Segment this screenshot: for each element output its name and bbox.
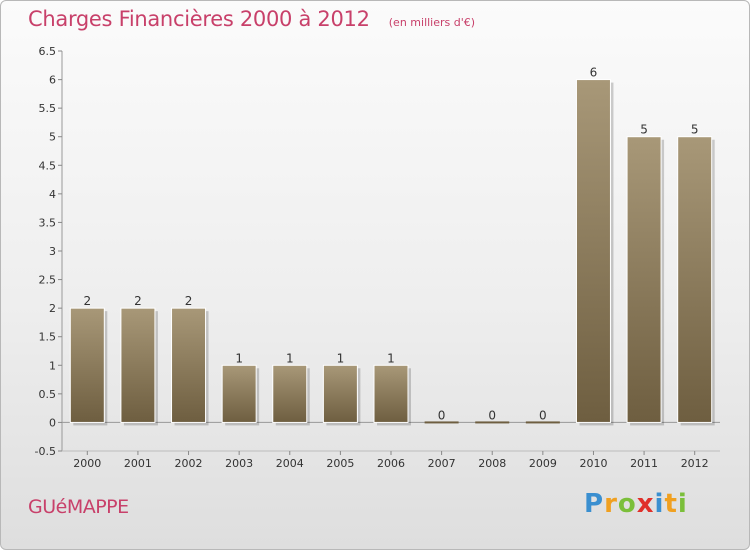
x-tick-label: 2009 [529,457,557,470]
y-tick-label: 6 [49,74,56,87]
brand-letter: r [604,489,618,519]
y-tick-label: 2.5 [39,274,57,287]
data-label: 5 [640,123,648,137]
brand-letter: P [584,489,605,519]
data-label: 1 [387,351,395,365]
y-tick-label: -0.5 [35,445,56,458]
brand-letter: i [654,489,665,519]
x-tick-label: 2008 [478,457,506,470]
x-tick-label: 2006 [377,457,405,470]
y-tick-label: 0.5 [39,388,57,401]
bar [525,421,560,424]
y-tick-label: 4.5 [39,159,57,172]
bar [424,421,459,424]
y-tick-label: 2 [49,302,56,315]
data-label: 1 [235,351,243,365]
bar [322,364,358,423]
x-tick-label: 2002 [175,457,203,470]
data-label: 0 [488,408,496,422]
data-label: 0 [438,408,446,422]
x-tick-label: 2011 [630,457,658,470]
y-tick-label: 1.5 [39,331,57,344]
data-label: 5 [691,123,699,137]
data-label: 2 [83,294,91,308]
bar [272,364,308,423]
data-label: 1 [337,351,345,365]
chart-title: Charges Financières 2000 à 2012 [28,7,370,31]
y-tick-label: 5.5 [39,102,57,115]
bar [373,364,409,423]
x-tick-label: 2001 [124,457,152,470]
data-label: 0 [539,408,547,422]
x-tick-label: 2005 [326,457,354,470]
chart-subtitle: (en milliers d'€) [388,16,476,29]
y-tick-label: 0 [49,416,56,429]
y-tick-label: 3 [49,245,56,258]
y-tick-label: 3.5 [39,216,57,229]
bar [677,136,713,423]
commune-name: GUéMAPPE [28,496,129,518]
x-tick-label: 2000 [73,457,101,470]
brand-letter: i [677,489,688,519]
y-tick-label: 6.5 [39,45,57,58]
bar [475,421,510,424]
data-label: 2 [185,294,193,308]
bar [120,307,156,423]
title-row: Charges Financières 2000 à 2012 (en mill… [28,7,475,31]
data-label: 1 [286,351,294,365]
y-tick-label: 1 [49,359,56,372]
bar [171,307,207,423]
x-tick-label: 2010 [579,457,607,470]
y-tick-label: 4 [49,188,56,201]
brand-logo: Proxiti [584,489,688,519]
x-tick-label: 2004 [276,457,304,470]
bar [626,136,662,423]
bars [69,79,715,426]
brand-letter: x [636,489,655,519]
bar [221,364,257,423]
data-label: 2 [134,294,142,308]
brand-letter: t [664,489,678,519]
bar [69,307,105,423]
brand-letter: o [617,489,637,519]
data-label: 6 [590,66,598,80]
x-tick-label: 2012 [681,457,709,470]
bar [575,79,611,423]
labels: 2 2 2 1 1 1 1 0 0 0 6 5 5 [83,66,698,423]
x-tick-label: 2007 [428,457,456,470]
x-tick-label: 2003 [225,457,253,470]
y-tick-label: 5 [49,131,56,144]
